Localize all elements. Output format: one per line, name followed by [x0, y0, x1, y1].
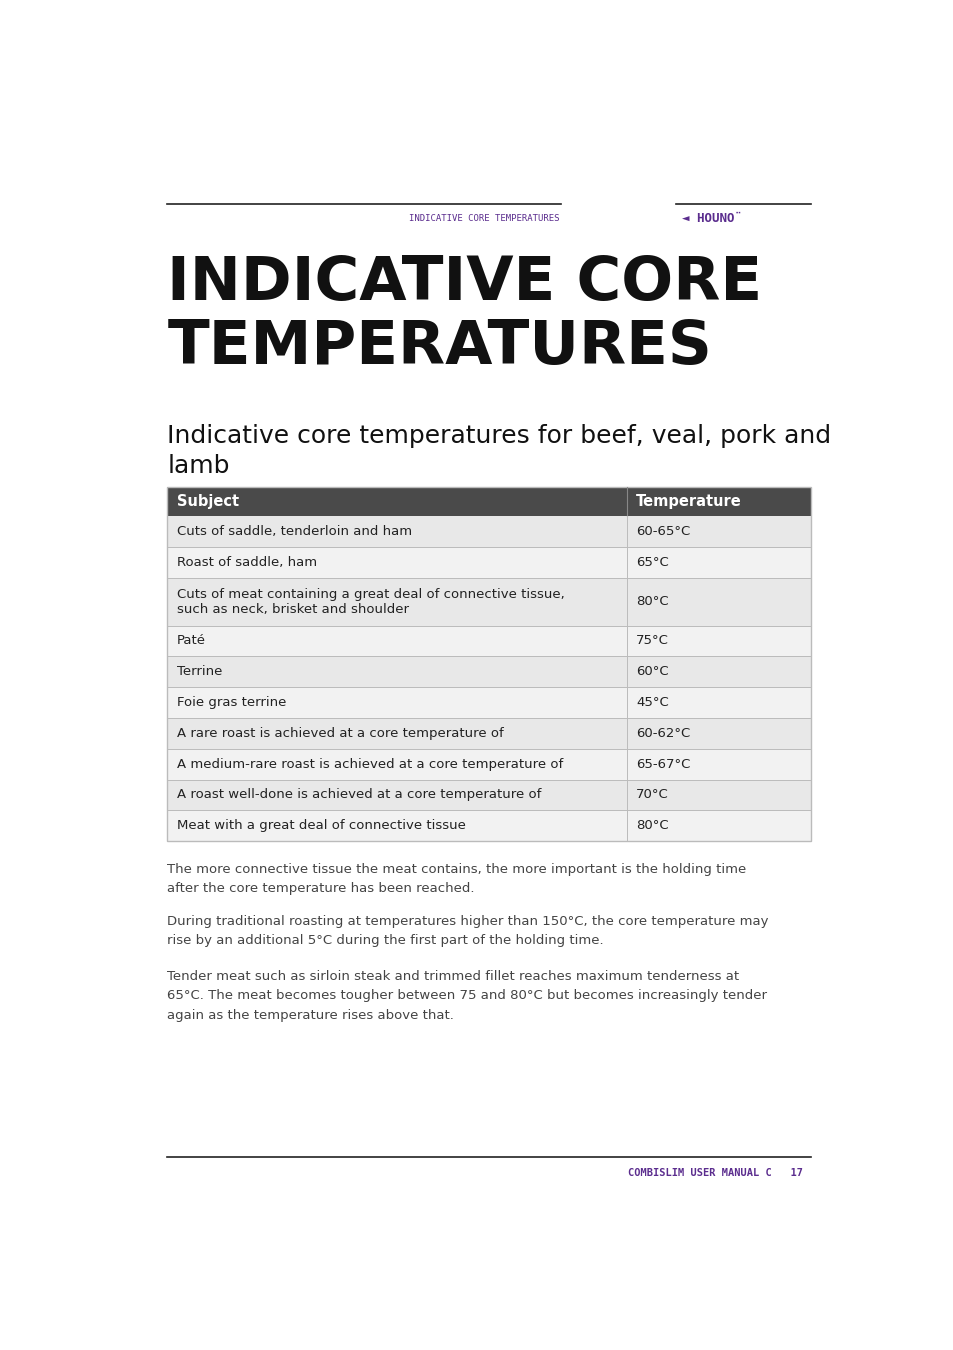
- Text: Indicative core temperatures for beef, veal, pork and
lamb: Indicative core temperatures for beef, v…: [167, 424, 831, 478]
- Text: A roast well-done is achieved at a core temperature of: A roast well-done is achieved at a core …: [176, 788, 540, 802]
- Text: A medium-rare roast is achieved at a core temperature of: A medium-rare roast is achieved at a cor…: [176, 757, 562, 771]
- Text: Meat with a great deal of connective tissue: Meat with a great deal of connective tis…: [176, 819, 465, 832]
- Text: During traditional roasting at temperatures higher than 150°C, the core temperat: During traditional roasting at temperatu…: [167, 915, 768, 948]
- Bar: [167, 516, 810, 547]
- Text: 70°C: 70°C: [636, 788, 668, 802]
- Text: Foie gras terrine: Foie gras terrine: [176, 697, 286, 709]
- Text: such as neck, brisket and shoulder: such as neck, brisket and shoulder: [176, 603, 408, 616]
- Text: Roast of saddle, ham: Roast of saddle, ham: [176, 556, 316, 568]
- Text: 75°C: 75°C: [636, 634, 668, 648]
- Text: 65-67°C: 65-67°C: [636, 757, 690, 771]
- Bar: [167, 779, 810, 810]
- Text: 60°C: 60°C: [636, 666, 668, 678]
- Text: Paté: Paté: [176, 634, 206, 648]
- Bar: [167, 625, 810, 656]
- Bar: [167, 810, 810, 841]
- Text: Terrine: Terrine: [176, 666, 222, 678]
- Bar: [167, 687, 810, 718]
- Bar: [167, 487, 810, 516]
- Bar: [167, 547, 810, 578]
- Text: 60-65°C: 60-65°C: [636, 525, 690, 539]
- Bar: [167, 487, 810, 841]
- Text: Temperature: Temperature: [636, 494, 741, 509]
- Text: Cuts of meat containing a great deal of connective tissue,: Cuts of meat containing a great deal of …: [176, 589, 564, 601]
- Text: 80°C: 80°C: [636, 595, 668, 608]
- Text: Tender meat such as sirloin steak and trimmed fillet reaches maximum tenderness : Tender meat such as sirloin steak and tr…: [167, 971, 766, 1022]
- Text: Cuts of saddle, tenderloin and ham: Cuts of saddle, tenderloin and ham: [176, 525, 412, 539]
- Text: COMBISLIM USER MANUAL C   17: COMBISLIM USER MANUAL C 17: [627, 1168, 802, 1177]
- Text: A rare roast is achieved at a core temperature of: A rare roast is achieved at a core tempe…: [176, 726, 503, 740]
- Text: 45°C: 45°C: [636, 697, 668, 709]
- Bar: [167, 749, 810, 779]
- Text: 60-62°C: 60-62°C: [636, 726, 690, 740]
- Text: INDICATIVE CORE TEMPERATURES: INDICATIVE CORE TEMPERATURES: [409, 215, 558, 223]
- Text: 65°C: 65°C: [636, 556, 668, 568]
- Bar: [167, 578, 810, 625]
- Text: ◄ HOUNÖ: ◄ HOUNÖ: [681, 212, 741, 225]
- Text: The more connective tissue the meat contains, the more important is the holding : The more connective tissue the meat cont…: [167, 863, 746, 895]
- Text: Subject: Subject: [176, 494, 238, 509]
- Bar: [167, 656, 810, 687]
- Bar: [167, 718, 810, 749]
- Text: INDICATIVE CORE
TEMPERATURES: INDICATIVE CORE TEMPERATURES: [167, 254, 761, 377]
- Text: 80°C: 80°C: [636, 819, 668, 832]
